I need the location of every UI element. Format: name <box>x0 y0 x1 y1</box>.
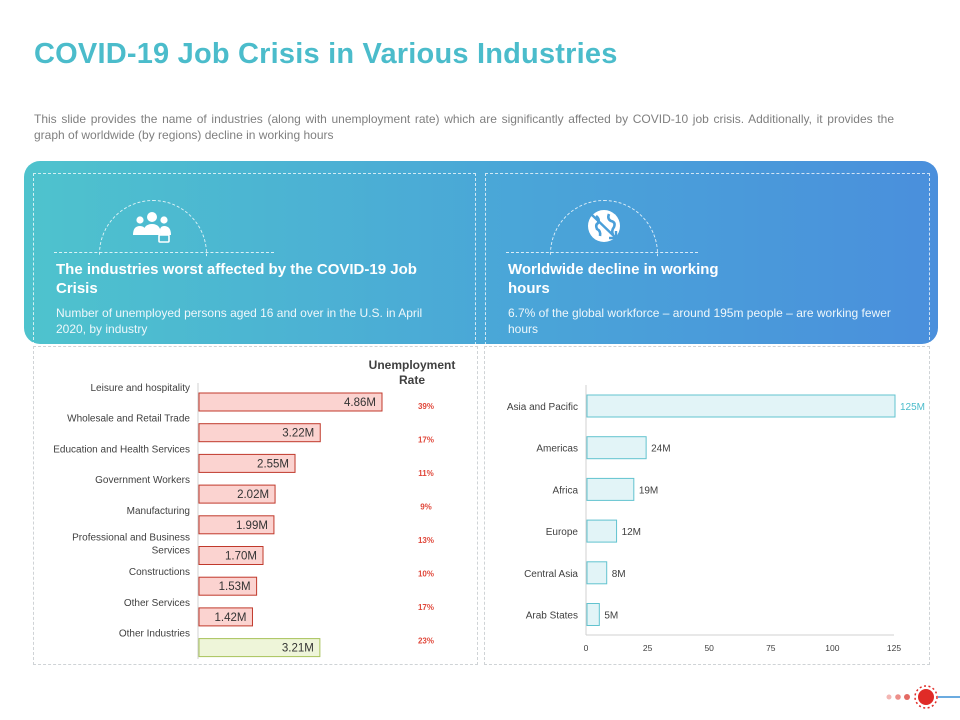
divider-line <box>506 252 698 253</box>
category-label: Africa <box>552 485 578 496</box>
bar-value-label: 3.22M <box>282 428 314 440</box>
bar <box>198 453 296 473</box>
x-tick-label: 0 <box>584 643 589 653</box>
globe-down-arrow-icon <box>588 210 620 242</box>
bar-value-label: 2.02M <box>237 489 269 501</box>
bar-value-label: 5M <box>604 611 618 622</box>
category-label: Europe <box>546 527 579 538</box>
bar <box>198 515 275 535</box>
bar-value-label: 1.70M <box>225 551 257 563</box>
bar <box>586 519 618 543</box>
page-title: COVID-19 Job Crisis in Various Industrie… <box>34 38 618 70</box>
bar-value-label: 125M <box>900 402 925 413</box>
category-label: Asia and Pacific <box>507 402 578 413</box>
category-label: Leisure and hospitality <box>90 383 190 394</box>
people-group-icon <box>133 212 171 243</box>
bar-value-label: 19M <box>639 485 658 496</box>
unemployment-rate-label: 39% <box>418 402 434 411</box>
unemployment-rate-label: 17% <box>418 603 434 612</box>
category-label: Education and Health Services <box>53 444 190 455</box>
category-label: Government Workers <box>95 475 190 486</box>
category-label: Wholesale and Retail Trade <box>67 414 190 425</box>
x-tick-label: 100 <box>825 643 839 653</box>
unemployment-rate-label: 10% <box>418 570 434 579</box>
bar-value-label: 24M <box>651 444 670 455</box>
x-tick-label: 75 <box>766 643 776 653</box>
category-label: Other Services <box>124 598 190 609</box>
bar <box>198 638 321 658</box>
bar-value-label: 12M <box>622 527 641 538</box>
industries-panel: The industries worst affected by the COV… <box>33 173 476 345</box>
deco-dot <box>895 694 901 700</box>
slide-decoration <box>886 685 960 709</box>
category-label: Professional and Business <box>72 533 190 544</box>
unemployment-rate-label: 17% <box>418 436 434 445</box>
bar-value-label: 2.55M <box>257 458 289 470</box>
deco-dot <box>904 694 910 700</box>
bar <box>586 603 600 626</box>
working-hours-panel: Worldwide decline in working hours 6.7% … <box>485 173 930 345</box>
deco-dot <box>886 694 892 700</box>
bar <box>586 477 635 501</box>
industries-chart-box: Unemployment Rate 4.86M Leisure and hospita… <box>33 346 478 665</box>
bar-value-label: 1.99M <box>236 520 268 532</box>
page-description: This slide provides the name of industri… <box>34 112 894 142</box>
bar-value-label: 1.42M <box>215 612 247 624</box>
category-label: Manufacturing <box>127 506 190 517</box>
deco-burst-ring <box>914 685 938 709</box>
category-label: Central Asia <box>524 569 578 580</box>
header-banner: The industries worst affected by the COV… <box>24 161 938 345</box>
regions-bar-chart: Asia and Pacific 125M Americas 24M Africa 19M… <box>507 385 925 653</box>
bar <box>198 607 253 627</box>
x-tick-label: 50 <box>704 643 714 653</box>
x-tick-label: 25 <box>643 643 653 653</box>
industries-panel-title: The industries worst affected by the COV… <box>56 261 417 297</box>
x-tick-label: 125 <box>887 643 901 653</box>
deco-burst <box>918 689 934 705</box>
category-label: Other Industries <box>119 629 190 640</box>
rate-header-line: Unemployment <box>369 358 456 372</box>
industries-panel-text: Number of unemployed persons aged 16 and… <box>56 306 423 336</box>
working-hours-panel-title: Worldwide decline in working hours <box>508 261 719 297</box>
regions-chart-box: Asia and Pacific 125M Americas 24M Africa 19M… <box>484 346 930 665</box>
bar-value-label: 8M <box>612 569 626 580</box>
bar-value-label: 1.53M <box>219 581 251 593</box>
unemployment-rate-label: 9% <box>420 503 432 512</box>
bar <box>586 436 647 460</box>
bar-value-label: 4.86M <box>344 397 376 409</box>
unemployment-rate-label: 13% <box>418 536 434 545</box>
category-label: Constructions <box>129 567 190 578</box>
bar <box>198 484 276 504</box>
bar <box>198 546 264 565</box>
unemployment-rate-label: 23% <box>418 637 434 646</box>
bar-value-label: 3.21M <box>282 643 314 655</box>
rate-header-line: Rate <box>399 373 425 387</box>
unemployment-rate-label: 11% <box>418 469 434 478</box>
divider-line <box>54 252 274 253</box>
category-label: Services <box>152 546 190 557</box>
category-label: Americas <box>536 444 578 455</box>
working-hours-panel-text: 6.7% of the global workforce – around 19… <box>508 306 891 336</box>
category-label: Arab States <box>526 611 578 622</box>
bar <box>586 394 896 418</box>
bar <box>198 576 258 596</box>
bar <box>198 423 321 443</box>
bar <box>198 392 383 412</box>
bar <box>586 561 608 585</box>
